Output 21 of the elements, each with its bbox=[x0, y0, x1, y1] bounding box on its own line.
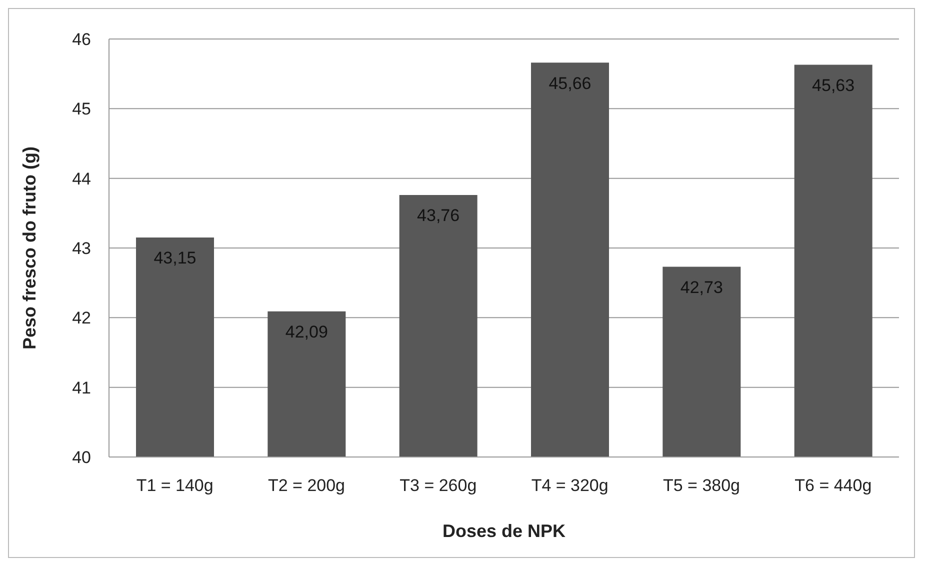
x-tick-label: T2 = 200g bbox=[268, 476, 346, 496]
y-tick-label: 41 bbox=[72, 378, 91, 398]
x-axis-title: Doses de NPK bbox=[442, 521, 566, 541]
y-tick-label: 40 bbox=[72, 448, 91, 468]
x-tick-label: T1 = 140g bbox=[136, 476, 214, 496]
x-tick-label: T3 = 260g bbox=[400, 476, 477, 496]
y-tick-label: 42 bbox=[72, 308, 91, 328]
data-label: 42,73 bbox=[680, 278, 723, 297]
y-axis-title: Peso fresco do fruto (g) bbox=[19, 146, 40, 350]
x-tick-label: T5 = 380g bbox=[662, 476, 740, 496]
data-label: 45,63 bbox=[812, 76, 855, 95]
x-tick-label: T4 = 320g bbox=[531, 476, 608, 496]
y-tick-label: 43 bbox=[72, 239, 91, 258]
data-label: 42,09 bbox=[285, 322, 328, 342]
x-tick-label: T6 = 440g bbox=[794, 476, 872, 496]
data-label: 45,66 bbox=[548, 74, 592, 93]
y-tick-label: 44 bbox=[72, 169, 91, 188]
data-label: 43,76 bbox=[417, 206, 460, 226]
y-tick-label: 45 bbox=[72, 100, 91, 119]
data-label: 43,15 bbox=[154, 248, 196, 268]
y-tick-label: 46 bbox=[72, 30, 91, 50]
